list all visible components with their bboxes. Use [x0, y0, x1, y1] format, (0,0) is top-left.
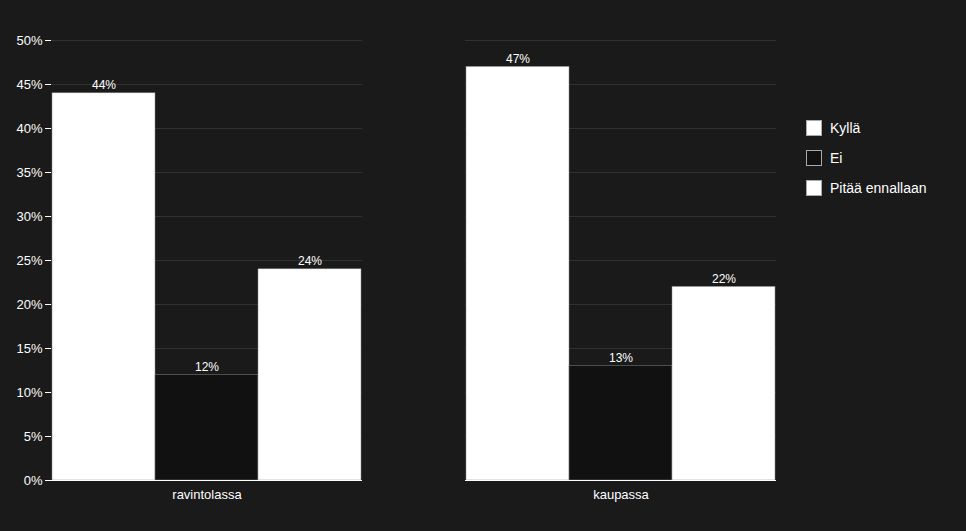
svg-text:22%: 22% — [712, 272, 736, 286]
svg-text:40%: 40% — [16, 121, 42, 136]
svg-text:0%: 0% — [24, 473, 43, 488]
svg-text:ravintolassa: ravintolassa — [172, 487, 242, 502]
svg-text:44%: 44% — [92, 78, 116, 92]
svg-text:20%: 20% — [16, 297, 42, 312]
svg-text:47%: 47% — [506, 52, 530, 66]
svg-text:50%: 50% — [16, 33, 42, 48]
svg-text:35%: 35% — [16, 165, 42, 180]
svg-text:25%: 25% — [16, 253, 42, 268]
html-text:Kyllä: Kyllä — [830, 120, 861, 136]
html-text:Ei: Ei — [830, 150, 843, 166]
svg-text:10%: 10% — [16, 385, 42, 400]
svg-text:45%: 45% — [16, 77, 42, 92]
svg-text:24%: 24% — [298, 254, 322, 268]
svg-text:5%: 5% — [24, 429, 43, 444]
html-text:Pitää ennallaan: Pitää ennallaan — [830, 180, 927, 196]
svg-text:kaupassa: kaupassa — [593, 487, 649, 502]
svg-text:15%: 15% — [16, 341, 42, 356]
svg-text:12%: 12% — [195, 360, 219, 374]
svg-text:30%: 30% — [16, 209, 42, 224]
svg-text:13%: 13% — [609, 351, 633, 365]
